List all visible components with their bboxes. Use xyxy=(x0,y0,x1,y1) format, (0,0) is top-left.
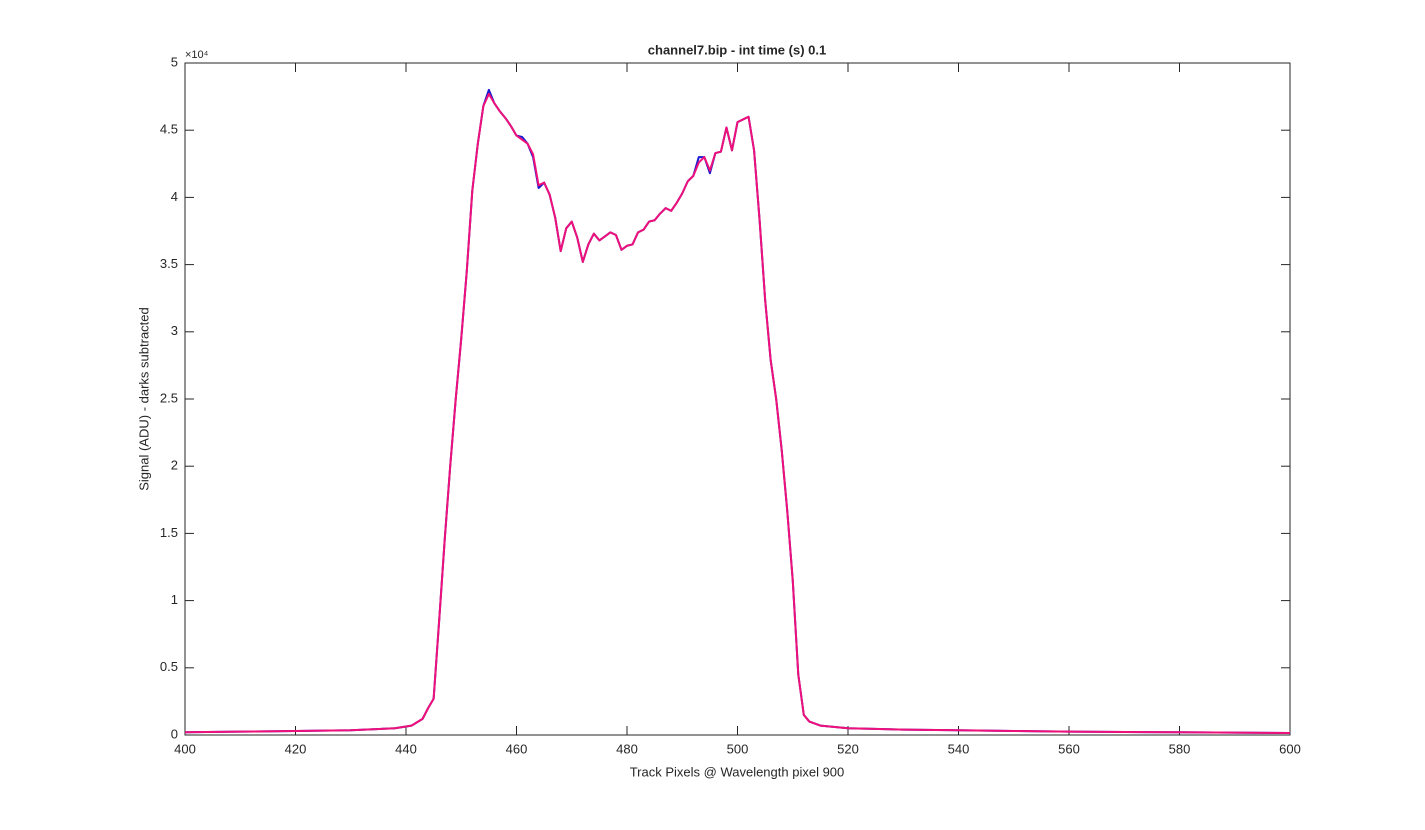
y-tick-label: 0 xyxy=(171,726,178,741)
x-tick-label: 460 xyxy=(506,741,528,756)
y-tick-label: 4 xyxy=(171,189,178,204)
y-tick-label: 4.5 xyxy=(160,122,178,137)
x-tick-label: 400 xyxy=(174,741,196,756)
y-tick-label: 3 xyxy=(171,323,178,338)
y-tick-label: 2.5 xyxy=(160,390,178,405)
x-axis-label: Track Pixels @ Wavelength pixel 900 xyxy=(630,764,845,779)
y-tick-label: 1.5 xyxy=(160,525,178,540)
x-tick-label: 500 xyxy=(727,741,749,756)
x-tick-label: 440 xyxy=(395,741,417,756)
x-tick-label: 520 xyxy=(837,741,859,756)
x-tick-label: 480 xyxy=(616,741,638,756)
x-tick-label: 560 xyxy=(1058,741,1080,756)
y-tick-label: 5 xyxy=(171,54,178,69)
data-line xyxy=(184,92,1291,734)
chart-title: channel7.bip - int time (s) 0.1 xyxy=(648,42,826,57)
plot-area xyxy=(184,62,1291,736)
x-tick-label: 420 xyxy=(285,741,307,756)
y-axis-label: Signal (ADU) - darks subtracted xyxy=(136,307,151,491)
x-tick-label: 600 xyxy=(1279,741,1301,756)
x-tick-label: 540 xyxy=(948,741,970,756)
x-tick-label: 580 xyxy=(1169,741,1191,756)
y-tick-label: 2 xyxy=(171,458,178,473)
y-tick-label: 0.5 xyxy=(160,659,178,674)
y-tick-label: 3.5 xyxy=(160,256,178,271)
y-tick-label: 1 xyxy=(171,592,178,607)
y-exponent-label: ×10⁴ xyxy=(185,49,209,61)
